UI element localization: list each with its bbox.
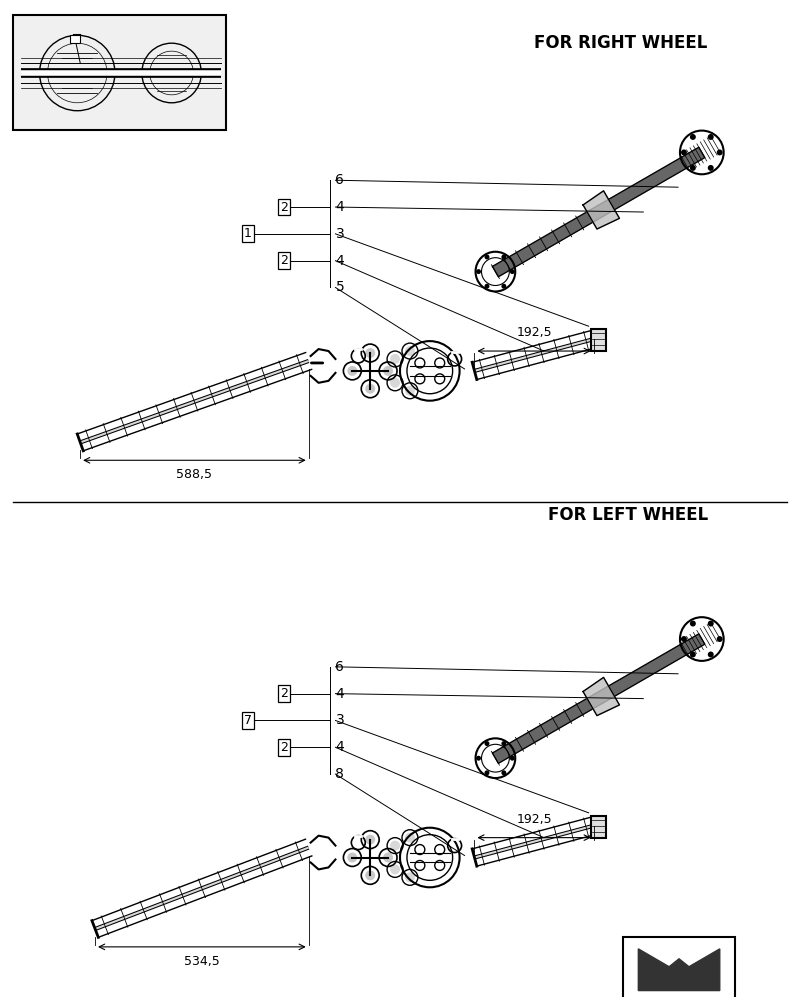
Circle shape <box>485 741 490 746</box>
Polygon shape <box>583 677 619 716</box>
Circle shape <box>510 756 514 761</box>
Bar <box>70 35 80 43</box>
Text: 534,5: 534,5 <box>183 955 219 968</box>
Circle shape <box>690 652 696 657</box>
Circle shape <box>502 741 506 746</box>
Circle shape <box>383 366 393 376</box>
Circle shape <box>708 165 714 171</box>
Polygon shape <box>493 147 705 277</box>
Bar <box>590 329 606 351</box>
Text: 5: 5 <box>335 280 344 294</box>
Circle shape <box>690 134 696 140</box>
Circle shape <box>405 872 415 882</box>
Circle shape <box>485 770 490 775</box>
Polygon shape <box>493 634 705 763</box>
Circle shape <box>476 269 481 274</box>
Circle shape <box>717 636 722 642</box>
Bar <box>590 816 606 838</box>
Circle shape <box>390 864 400 874</box>
Circle shape <box>502 284 506 289</box>
Text: FOR RIGHT WHEEL: FOR RIGHT WHEEL <box>534 34 708 52</box>
Text: 588,5: 588,5 <box>177 468 213 481</box>
Circle shape <box>366 835 375 845</box>
Text: 6: 6 <box>335 173 344 187</box>
Text: 4: 4 <box>335 687 344 701</box>
Text: 2: 2 <box>280 254 288 267</box>
Text: 2: 2 <box>280 687 288 700</box>
Circle shape <box>485 284 490 289</box>
Circle shape <box>476 756 481 761</box>
Circle shape <box>708 621 714 627</box>
Text: 6: 6 <box>335 660 344 674</box>
Circle shape <box>681 636 687 642</box>
Bar <box>623 937 734 1000</box>
Circle shape <box>390 841 400 851</box>
Polygon shape <box>638 949 720 991</box>
Text: 2: 2 <box>280 741 288 754</box>
Text: 4: 4 <box>335 254 344 268</box>
Circle shape <box>366 348 375 358</box>
Circle shape <box>510 269 514 274</box>
Text: 192,5: 192,5 <box>516 326 552 339</box>
Text: 2: 2 <box>280 201 288 214</box>
Circle shape <box>405 386 415 396</box>
Text: 4: 4 <box>335 200 344 214</box>
Text: 3: 3 <box>335 713 344 727</box>
Circle shape <box>390 378 400 388</box>
Text: 192,5: 192,5 <box>516 813 552 826</box>
Circle shape <box>690 165 696 171</box>
Text: 8: 8 <box>335 767 344 781</box>
Text: 1: 1 <box>244 227 252 240</box>
Circle shape <box>405 833 415 843</box>
Circle shape <box>347 853 358 862</box>
Bar <box>13 15 226 130</box>
Circle shape <box>485 254 490 259</box>
Circle shape <box>390 354 400 364</box>
Circle shape <box>708 652 714 657</box>
Circle shape <box>502 254 506 259</box>
Circle shape <box>383 853 393 862</box>
Circle shape <box>366 384 375 394</box>
Circle shape <box>502 770 506 775</box>
Text: 3: 3 <box>335 227 344 241</box>
Circle shape <box>708 134 714 140</box>
Circle shape <box>347 366 358 376</box>
Circle shape <box>690 621 696 627</box>
Circle shape <box>681 149 687 155</box>
Polygon shape <box>583 191 619 229</box>
Circle shape <box>366 870 375 880</box>
Text: FOR LEFT WHEEL: FOR LEFT WHEEL <box>547 506 708 524</box>
Circle shape <box>405 346 415 356</box>
Text: 4: 4 <box>335 740 344 754</box>
Text: 7: 7 <box>244 714 252 727</box>
Circle shape <box>717 149 722 155</box>
